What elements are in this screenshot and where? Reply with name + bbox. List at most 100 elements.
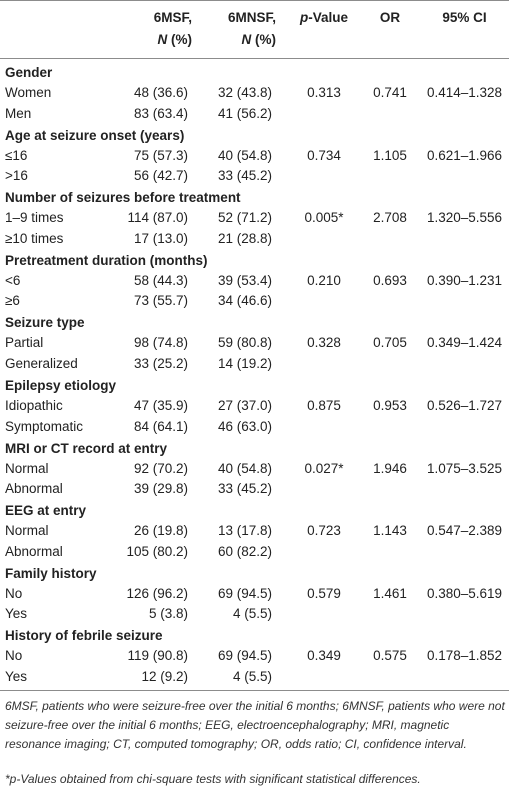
row-label: <6 [5,272,21,288]
cell-6mnsf: 69 (94.5) [217,585,272,601]
cell-confidence-interval: 0.390–1.231 [426,272,503,288]
table-row: No 119 (90.8) 69 (94.5) 0.349 0.575 0.178–1.8… [0,646,509,666]
cell-confidence-interval: 0.178–1.852 [426,648,503,664]
section-title: Family history [5,565,97,581]
cell-odds-ratio: 0.741 [373,85,407,100]
table-row: Symptomatic 84 (64.1) 46 (63.0) [0,417,509,437]
row-label: Women [5,85,52,100]
table-row: Abnormal 39 (29.8) 33 (45.2) [0,479,509,499]
section-title: Epilepsy etiology [5,378,117,393]
cell-6mnsf: 32 (43.8) [217,85,272,100]
row-label: Normal [5,460,49,476]
header-or: OR [365,0,415,58]
table-row: ≥6 73 (55.7) 34 (46.6) [0,291,509,311]
cell-6msf: 12 (9.2) [141,668,188,684]
row-label: Yes [5,668,28,684]
footnote-significance: *p-Values obtained from chi-square tests… [5,772,421,786]
cell-confidence-interval: 0.526–1.727 [426,398,503,413]
cell-p-value: 0.349 [307,648,341,664]
cell-p-value: 0.579 [307,585,341,601]
cell-odds-ratio: 2.708 [373,210,407,226]
cell-6msf: 83 (63.4) [133,105,188,121]
cell-confidence-interval: 0.547–2.389 [426,523,503,539]
cell-6mnsf: 27 (37.0) [217,398,272,413]
cell-6msf: 56 (42.7) [133,168,188,184]
cell-6msf: 105 (80.2) [126,543,188,559]
cell-6mnsf: 69 (94.5) [217,648,272,664]
cell-odds-ratio: 1.143 [373,523,407,539]
cell-6mnsf: 4 (5.5) [232,668,272,684]
cell-6mnsf: 59 (80.8) [217,335,272,351]
header-p-italic: p [299,10,309,25]
cell-odds-ratio: 0.953 [373,398,407,413]
header-6msf-n: N (%) [158,29,193,51]
row-label: Men [5,105,32,121]
cell-6mnsf: 40 (54.8) [217,460,272,476]
cell-confidence-interval: 1.075–3.525 [426,460,503,476]
table-row: >16 56 (42.7) 33 (45.2) [0,166,509,186]
header-6msf: 6MSF, N (%) [0,0,192,58]
header-6mnsf-n: N (%) [242,29,277,51]
row-label: Abnormal [5,481,63,497]
row-label: Generalized [5,355,78,371]
table-row: Normal 26 (19.8) 13 (17.8) 0.723 1.143 0.547–… [0,521,509,541]
table-row: Men 83 (63.4) 41 (56.2) [0,104,509,124]
section-title: Number of seizures before treatment [5,190,241,206]
table-row: Idiopathic 47 (35.9) 27 (37.0) 0.875 0.953 0.… [0,396,509,416]
cell-6mnsf: 34 (46.6) [217,293,272,309]
table-row: No 126 (96.2) 69 (94.5) 0.579 1.461 0.380–5.6… [0,584,509,604]
cell-6msf: 75 (57.3) [133,147,188,163]
table-row: Yes 12 (9.2) 4 (5.5) [0,667,509,687]
cell-6msf: 98 (74.8) [133,335,188,351]
cell-6msf: 5 (3.8) [148,606,188,622]
section-title: EEG at entry [5,503,87,519]
header-bottom-rule [0,58,509,59]
cell-6mnsf: 13 (17.8) [217,523,272,539]
cell-6msf: 17 (13.0) [133,230,188,246]
cell-odds-ratio: 1.105 [373,147,407,163]
cell-6mnsf: 33 (45.2) [217,481,272,497]
cell-6msf: 48 (36.6) [133,85,188,100]
header-p-value: p-Value [286,0,362,58]
row-label: >16 [5,168,28,184]
cell-6mnsf: 33 (45.2) [217,168,272,184]
cell-p-value: 0.734 [307,147,341,163]
section-title: Age at seizure onset (years) [5,127,185,143]
cell-confidence-interval: 0.621–1.966 [426,147,503,163]
cell-6msf: 58 (44.3) [133,272,188,288]
table-row: <6 58 (44.3) 39 (53.4) 0.210 0.693 0.390–1.23… [0,271,509,291]
header-p-rest: -Value [308,10,349,25]
row-label: ≤16 [5,147,28,163]
row-label: Symptomatic [5,418,84,434]
header-6mnsf-pct: (%) [251,32,276,47]
row-label: ≥10 times [5,230,64,246]
cell-6mnsf: 4 (5.5) [232,606,272,622]
cell-confidence-interval: 0.380–5.619 [426,585,503,601]
row-label: Idiopathic [5,398,63,413]
cell-odds-ratio: 0.705 [373,335,407,351]
row-label: No [5,648,23,664]
header-6msf-label: 6MSF, [153,10,192,25]
row-label: 1–9 times [5,210,64,226]
table-row: ≥10 times 17 (13.0) 21 (28.8) [0,229,509,249]
row-label: Abnormal [5,543,63,559]
table-row: ≤16 75 (57.3) 40 (54.8) 0.734 1.105 0.621–1.9… [0,146,509,166]
header-p-value-label: p-Value [286,7,362,29]
cell-6mnsf: 41 (56.2) [217,105,272,121]
cell-6mnsf: 14 (19.2) [217,355,272,371]
header-6mnsf: 6MNSF, N (%) [0,0,276,58]
row-label: No [5,585,23,601]
cell-6msf: 114 (87.0) [127,210,188,226]
cell-p-value: 0.005* [304,210,344,226]
header-6msf-n-italic: N [157,32,168,47]
cell-odds-ratio: 1.946 [373,460,407,476]
table-row: Partial 98 (74.8) 59 (80.8) 0.328 0.705 0.349… [0,333,509,353]
section-title: Pretreatment duration (months) [5,252,208,268]
cell-6mnsf: 46 (63.0) [217,418,272,434]
row-label: Partial [5,335,44,351]
cell-6msf: 26 (19.8) [133,523,188,539]
section-title: Gender [5,65,53,80]
section-title: Seizure type [5,315,85,331]
cell-p-value: 0.328 [307,335,341,351]
cell-confidence-interval: 0.349–1.424 [426,335,503,351]
